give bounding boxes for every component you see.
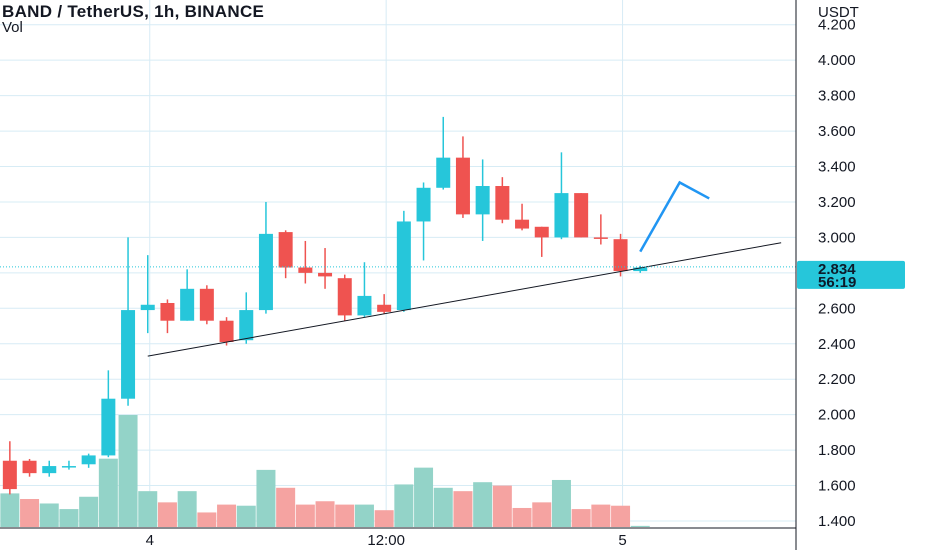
volume-bar — [611, 505, 631, 527]
candle-body — [337, 278, 352, 316]
candle-body — [574, 193, 589, 238]
candle-body — [298, 267, 313, 273]
price-axis-tick: 1.600 — [818, 478, 856, 495]
candle-body — [81, 455, 96, 465]
volume-bar — [295, 504, 315, 527]
volume-bar — [591, 504, 611, 527]
candle-body — [219, 320, 234, 342]
time-axis-tick: 5 — [618, 532, 626, 549]
volume-bar — [335, 504, 355, 527]
candle-body — [515, 219, 530, 229]
candle-body — [199, 288, 214, 321]
volume-bar — [551, 479, 571, 527]
candle-body — [278, 232, 293, 268]
price-axis-tick: 1.800 — [818, 442, 856, 459]
candle-body — [633, 267, 648, 272]
volume-bar — [512, 507, 532, 527]
candle-body — [258, 233, 273, 311]
price-axis-tick: 3.600 — [818, 123, 856, 140]
time-axis-tick: 12:00 — [367, 532, 405, 549]
candle-body — [2, 460, 17, 490]
price-axis-tick: 3.800 — [818, 88, 856, 105]
candle-body — [534, 226, 549, 238]
volume-bar — [473, 482, 493, 527]
support-trendline — [147, 242, 782, 357]
projection-arrow — [639, 180, 710, 253]
volume-bar — [315, 501, 335, 527]
candle-body — [121, 310, 136, 399]
candle-body — [455, 157, 470, 215]
price-axis-tick: 1.400 — [818, 513, 856, 530]
candle-body — [613, 239, 628, 272]
price-axis-unit: USDT — [818, 4, 859, 21]
candle-body — [554, 193, 569, 238]
candle-body — [475, 186, 490, 215]
volume-bar — [0, 493, 20, 527]
price-axis-tick: 2.600 — [818, 300, 856, 317]
price-axis-tick: 2.000 — [818, 407, 856, 424]
volume-bar — [217, 504, 237, 527]
volume-bar — [276, 487, 296, 527]
price-axis-tick: 2.200 — [818, 371, 856, 388]
volume-bar — [354, 504, 374, 527]
price-axis-tick: 4.200 — [818, 17, 856, 34]
volume-bar — [236, 505, 256, 527]
candle-body — [396, 221, 411, 311]
volume-bar — [630, 525, 650, 527]
candle-body — [61, 466, 76, 468]
volume-bar — [79, 496, 99, 527]
volume-bar — [256, 469, 276, 527]
volume-bar — [177, 491, 197, 527]
price-axis-tick: 2.400 — [818, 336, 856, 353]
candle-body — [377, 304, 392, 312]
volume-legend: Vol — [2, 19, 23, 36]
price-axis-tick: 3.400 — [818, 159, 856, 176]
volume-bar — [118, 415, 138, 527]
candle-body — [101, 398, 116, 456]
candle-body — [180, 288, 195, 321]
candle-body — [22, 460, 37, 474]
volume-bar — [571, 509, 591, 527]
volume-bar — [532, 502, 552, 527]
candle-body — [593, 237, 608, 239]
candle-body — [436, 157, 451, 188]
price-axis-tick: 3.200 — [818, 194, 856, 211]
candle-body — [160, 302, 175, 321]
volume-bar — [157, 502, 177, 527]
volume-bar — [59, 509, 79, 527]
candle-body — [416, 187, 431, 222]
volume-bar — [492, 485, 512, 527]
symbol-legend: BAND / TetherUS, 1h, BINANCE — [2, 2, 265, 21]
last-price-tag — [797, 260, 905, 289]
volume-bar — [414, 467, 434, 527]
volume-bar — [453, 491, 473, 527]
volume-bar — [39, 503, 59, 527]
volume-bar — [138, 491, 158, 527]
time-axis-tick: 4 — [146, 532, 154, 549]
candle-body — [140, 304, 155, 311]
candle-body — [357, 295, 372, 316]
candle-body — [495, 186, 510, 220]
candle-body — [318, 272, 333, 277]
price-axis-tick: 3.000 — [818, 229, 856, 246]
last-price-value: 2.834 — [818, 261, 856, 278]
volume-bar — [197, 512, 217, 527]
volume-bar — [433, 487, 453, 527]
volume-bar — [20, 499, 40, 527]
candle-body — [42, 466, 57, 474]
volume-bar — [374, 510, 394, 527]
bar-countdown: 56:19 — [818, 274, 856, 291]
volume-bar — [394, 484, 414, 527]
price-axis-tick: 4.000 — [818, 52, 856, 69]
candle-body — [239, 310, 254, 341]
volume-bar — [98, 458, 118, 527]
